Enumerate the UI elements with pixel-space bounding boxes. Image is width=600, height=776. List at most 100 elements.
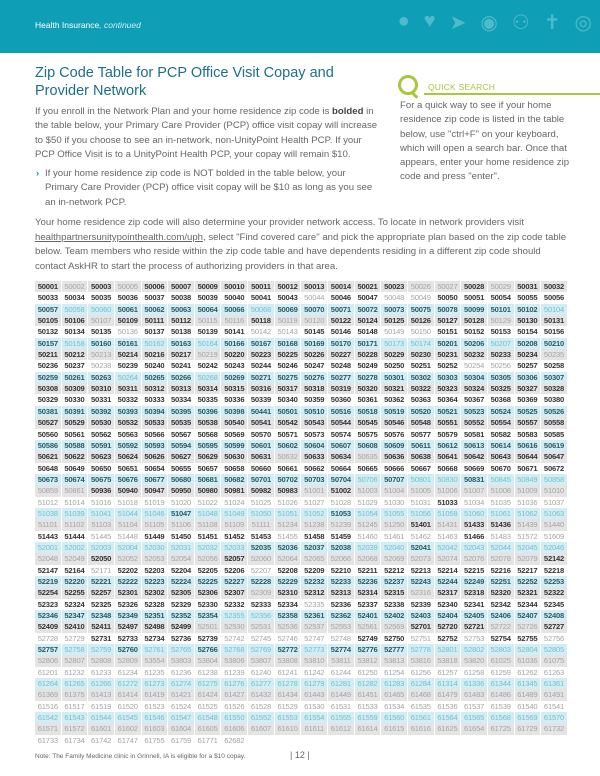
zip-code-cell-bolded: 50573 <box>301 428 329 440</box>
zip-code-cell: 52802 <box>461 644 488 656</box>
zip-code-cell-bolded: 50062 <box>141 303 169 316</box>
zip-code-cell-bolded: 50583 <box>514 428 542 440</box>
zip-code-cell: 61605 <box>194 723 222 735</box>
zip-code-cell-bolded: 50167 <box>248 337 275 350</box>
zip-code-cell-bolded: 52733 <box>114 632 142 645</box>
zip-code-cell-bolded: 50318 <box>301 383 329 395</box>
zip-code-cell: 61240 <box>248 666 275 679</box>
zip-code-cell-bolded: 50666 <box>381 462 408 474</box>
zip-code-cell-bolded: 50540 <box>221 417 249 429</box>
zip-code-cell-bolded: 50607 <box>328 439 355 452</box>
zip-code-cell-bolded: 52220 <box>61 575 89 588</box>
zip-code-cell: 52078 <box>487 553 515 565</box>
zip-code-cell: 61539 <box>487 700 515 713</box>
zip-code-cell-bolded: 50516 <box>328 405 355 418</box>
table-row: 61369 61375 61413 61414 61419 61421 61424 61427… <box>35 689 568 701</box>
zip-code-cell: 51245 <box>354 519 382 531</box>
zip-code-cell-bolded: 50392 <box>88 405 115 418</box>
zip-code-cell: 51234 <box>274 519 302 531</box>
table-row: 50560 50561 50562 50563 50566 50567 50568 50569… <box>35 428 568 440</box>
zip-code-cell-bolded: 51444 <box>61 530 89 542</box>
zip-code-cell-bolded: 50543 <box>301 417 329 429</box>
zip-code-cell: 51455 <box>274 530 302 542</box>
zip-code-cell-bolded: 50665 <box>354 462 382 474</box>
zip-code-cell-bolded: 52333 <box>248 598 275 610</box>
zip-code-cell-bolded: 51002 <box>328 485 355 497</box>
zip-code-cell-bolded: 50066 <box>221 303 249 316</box>
zip-code-cell: 52044 <box>487 541 515 554</box>
zip-code-cell: 51108 <box>194 519 222 531</box>
zip-code-cell: 52769 <box>248 644 275 656</box>
zip-code-cell-bolded: 50657 <box>194 462 222 474</box>
zip-code-cell: 61572 <box>61 723 89 735</box>
zip-code-cell: 61533 <box>354 700 382 713</box>
zip-code-cell: 51030 <box>381 496 408 508</box>
zip-code-cell-bolded: 50072 <box>354 303 382 316</box>
zip-code-cell: 61606 <box>221 723 249 735</box>
zip-code-cell: 52045 <box>514 541 542 554</box>
zip-code-cell-bolded: 50261 <box>61 371 89 384</box>
zip-code-cell-bolded: 50359 <box>301 394 329 406</box>
zip-code-cell-bolded: 50258 <box>541 360 568 372</box>
zip-code-cell-bolded: 50251 <box>407 360 435 372</box>
zip-code-cell-bolded: 51453 <box>248 530 275 542</box>
table-row: 51038 51039 51041 51044 51046 51047 51048 51049… <box>35 507 568 520</box>
zip-code-cell-bolded: 50654 <box>141 462 169 474</box>
zip-code-cell-bolded: 50675 <box>88 473 115 486</box>
zip-code-cell: 51025 <box>248 496 275 508</box>
zip-code-cell: 52042 <box>434 541 462 554</box>
zip-code-cell: 52309 <box>248 587 275 599</box>
zip-code-cell: 51445 <box>88 530 115 542</box>
zip-code-cell-bolded: 50234 <box>514 349 542 361</box>
zip-code-cell: 61555 <box>328 712 355 724</box>
zip-code-cell-bolded: 50334 <box>168 394 195 406</box>
provider-link[interactable]: healthpartnersunitypointhealth.com/uph <box>35 231 204 243</box>
zip-code-cell: 52356 <box>248 610 275 622</box>
zip-code-cell-bolded: 50321 <box>381 383 408 395</box>
zip-code-cell: 61489 <box>514 689 542 701</box>
intro-text-cont: in the table below, your Primary Care Pr… <box>35 106 378 161</box>
zip-code-cell: 61468 <box>407 689 435 701</box>
table-row: 52409 52410 52411 52497 52498 52499 52501 52530… <box>35 621 568 633</box>
zip-code-cell-bolded: 52404 <box>434 610 462 622</box>
zip-code-cell-bolded: 51047 <box>168 507 195 520</box>
zip-code-cell-bolded: 50163 <box>168 337 195 350</box>
zip-code-cell: 61282 <box>354 678 382 690</box>
table-row: 50648 50649 50650 50651 50654 50655 50657 50658… <box>35 462 568 474</box>
zip-code-cell-bolded: 50551 <box>434 417 462 429</box>
zip-code-cell: 51483 <box>487 530 515 542</box>
zip-code-cell: 52501 <box>194 621 222 633</box>
zip-code-cell: 61611 <box>301 723 329 735</box>
table-row: 50673 50674 50675 50676 50677 50680 50681 50682… <box>35 473 568 486</box>
zip-code-cell: 50136 <box>114 326 142 338</box>
zip-code-cell-bolded: 50021 <box>354 281 382 293</box>
zip-code-cell: 61238 <box>194 666 222 679</box>
zip-code-cell-bolded: 50212 <box>61 349 89 361</box>
zip-code-cell: 52809 <box>114 655 142 667</box>
zip-code-cell-bolded: 50259 <box>35 371 62 384</box>
zip-code-cell-bolded: 50339 <box>248 394 275 406</box>
zip-code-cell: 50002 <box>61 281 89 293</box>
zip-code-cell: 52801 <box>434 644 462 656</box>
zip-code-cell: 53818 <box>434 655 462 667</box>
zip-code-cell: 61571 <box>35 723 62 735</box>
zip-code-cell-bolded: 52361 <box>301 610 329 622</box>
zip-code-cell: 52759 <box>88 644 115 656</box>
zip-code-cell: 61725 <box>487 723 515 735</box>
zip-code-cell-bolded: 50662 <box>301 462 329 474</box>
zip-code-cell: 61732 <box>541 723 568 735</box>
zip-code-cell: 61517 <box>61 700 89 713</box>
zip-code-cell-bolded: 52332 <box>221 598 249 610</box>
zip-code-cell: 51460 <box>354 530 382 542</box>
zip-code-cell: 61559 <box>354 712 382 724</box>
zip-code-cell-bolded: 51443 <box>35 530 62 542</box>
zip-code-cell-bolded: 50668 <box>434 462 462 474</box>
section-name: Health Insurance <box>35 20 100 30</box>
zip-code-cell-bolded: 50151 <box>434 326 462 338</box>
zip-code-cell: 50219 <box>194 349 222 361</box>
zip-code-cell-bolded: 52409 <box>35 621 62 633</box>
zip-code-cell-bolded: 50641 <box>434 451 462 463</box>
zip-code-cell-bolded: 50671 <box>514 462 542 474</box>
zip-code-cell: 51102 <box>61 519 89 531</box>
zip-code-cell-bolded: 50441 <box>248 405 275 418</box>
